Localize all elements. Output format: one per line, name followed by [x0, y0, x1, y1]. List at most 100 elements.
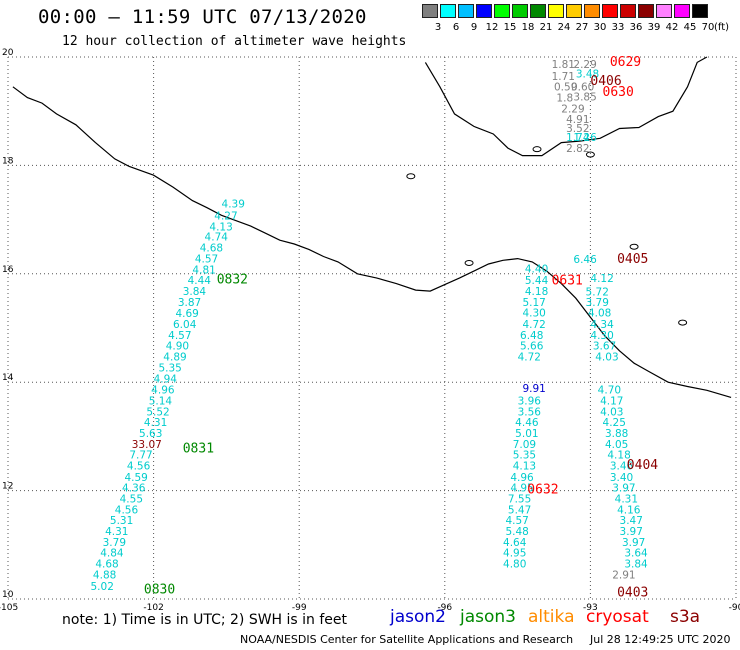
wave-height-reading: 3.47 — [620, 515, 643, 527]
wave-height-reading: 4.90 — [166, 341, 189, 353]
wave-height-reading: 4.94 — [154, 374, 178, 386]
wave-height-reading: 4.30 — [522, 308, 545, 320]
wave-height-reading: 4.55 — [120, 494, 143, 506]
color-scale-unit: (ft) — [714, 22, 730, 33]
pass-time-label: 0403 — [617, 585, 648, 600]
wave-height-reading: 3.79 — [586, 297, 609, 309]
wave-height-reading: 1.71 — [552, 71, 575, 83]
color-scale-tick: 30 — [593, 22, 607, 33]
color-scale-tick: 70 — [701, 22, 715, 33]
page-subtitle: 12 hour collection of altimeter wave hei… — [62, 34, 407, 49]
pass-time-label: 0406 — [590, 74, 621, 89]
wave-height-reading: 3.87 — [178, 297, 201, 309]
wave-height-reading: 7.77 — [129, 450, 152, 462]
wave-height-reading: 4.17 — [600, 395, 623, 407]
wave-height-reading: 4.13 — [209, 221, 232, 233]
wave-height-reading: 4.30 — [590, 330, 613, 342]
wave-height-reading: 33.07 — [132, 439, 162, 451]
pass-time-label: 0631 — [552, 274, 583, 289]
wave-height-reading: 4.05 — [605, 439, 628, 451]
color-swatch-6 — [440, 4, 456, 18]
wave-height-reading: 3.52 — [566, 123, 589, 135]
wave-height-reading: 3.40 — [610, 472, 633, 484]
color-scale-tick: 24 — [557, 22, 571, 33]
lon-tick-label: -96 — [437, 603, 452, 613]
wave-height-reading: 4.57 — [168, 330, 191, 342]
wave-height-reading: 3.46 — [610, 460, 634, 472]
pass-time-label: 0831 — [183, 442, 214, 457]
color-scale-tick: 39 — [647, 22, 661, 33]
lat-tick-label: 16 — [2, 265, 14, 275]
wave-height-reading: 3.84 — [624, 559, 648, 571]
wave-height-reading: 4.36 — [122, 483, 146, 495]
wave-height-reading: 5.14 — [149, 395, 173, 407]
lat-tick-label: 14 — [2, 373, 14, 383]
wave-height-reading: 4.56 — [127, 460, 151, 472]
wave-height-reading: 0.59 — [554, 82, 577, 94]
color-scale-tick: 18 — [521, 22, 535, 33]
wave-height-reading: 3.96 — [518, 395, 542, 407]
wave-height-reading: 4.13 — [513, 460, 536, 472]
wave-height-reading: 5.47 — [508, 504, 531, 516]
wave-height-reading: 4.46 — [515, 417, 539, 429]
wave-height-reading: 5.35 — [158, 362, 181, 374]
wave-height-reading: 4.96 — [510, 472, 534, 484]
wave-height-reading: 4.95 — [510, 483, 533, 495]
wave-height-reading: 3.97 — [622, 537, 645, 549]
wave-height-reading: 4.08 — [588, 308, 611, 320]
wave-height-reading: 4.40 — [525, 264, 548, 276]
wave-height-reading: 2.29 — [573, 59, 596, 71]
wave-height-reading: 5.48 — [505, 526, 528, 538]
color-scale-tick: 45 — [683, 22, 697, 33]
wave-height-reading: 4.16 — [617, 504, 641, 516]
wave-height-reading: 0.60 — [571, 82, 594, 94]
legend-item-cryosat: cryosat — [586, 607, 649, 627]
color-scale-tick: 21 — [539, 22, 553, 33]
wave-height-reading: 5.35 — [513, 450, 536, 462]
pass-time-label: 0405 — [617, 252, 648, 267]
wave-height-reading: 4.03 — [595, 352, 618, 364]
wave-height-reading: 6.46 — [573, 254, 597, 266]
wave-height-reading: 4.95 — [503, 548, 526, 560]
wave-height-reading: 4.44 — [188, 275, 212, 287]
pass-time-label: 0832 — [217, 273, 248, 288]
lake-outline — [532, 146, 542, 153]
wave-height-reading: 4.91 — [566, 114, 589, 126]
wave-height-reading: 4.34 — [590, 319, 614, 331]
wave-height-reading: 3.97 — [612, 483, 635, 495]
wave-height-reading: 4.88 — [93, 569, 116, 581]
wave-height-reading: 1.74 — [566, 132, 590, 144]
color-swatch-18 — [512, 4, 528, 18]
color-swatch-39 — [638, 4, 654, 18]
wave-height-reading: 3.56 — [518, 406, 542, 418]
color-scale-tick: 12 — [485, 22, 499, 33]
footer-note: note: 1) Time is in UTC; 2) SWH is in fe… — [62, 612, 348, 628]
wave-height-reading: 5.72 — [586, 286, 609, 298]
lake-outline — [678, 319, 688, 326]
wave-height-reading: 4.39 — [222, 199, 245, 211]
wave-height-reading: 1.26 — [573, 132, 597, 144]
wave-height-reading: 3.84 — [183, 286, 207, 298]
color-swatch-70 — [692, 4, 708, 18]
color-swatch-21 — [530, 4, 546, 18]
color-swatch-45 — [674, 4, 690, 18]
wave-height-reading: 4.68 — [95, 559, 118, 571]
wave-height-reading: 7.09 — [513, 439, 536, 451]
color-swatch-30 — [584, 4, 600, 18]
wave-height-reading: 6.04 — [173, 319, 197, 331]
lat-tick-label: 10 — [2, 590, 14, 600]
wave-height-reading: 4.27 — [214, 211, 237, 223]
wave-height-reading: 1.81 — [552, 59, 575, 71]
color-swatch-27 — [566, 4, 582, 18]
wave-height-reading: 1.8 — [556, 92, 573, 104]
wave-height-reading: 4.18 — [607, 450, 630, 462]
color-scale-tick: 6 — [452, 22, 460, 33]
pacific-coastline — [12, 86, 732, 398]
wave-height-reading: 4.18 — [525, 286, 548, 298]
wave-height-reading: 5.31 — [110, 515, 133, 527]
lon-tick-label: -93 — [583, 603, 598, 613]
wave-height-reading: 4.57 — [195, 253, 218, 265]
wave-height-reading: 3.48 — [576, 69, 599, 81]
wave-height-reading: 4.70 — [598, 385, 621, 397]
wave-height-reading: 4.03 — [600, 406, 623, 418]
